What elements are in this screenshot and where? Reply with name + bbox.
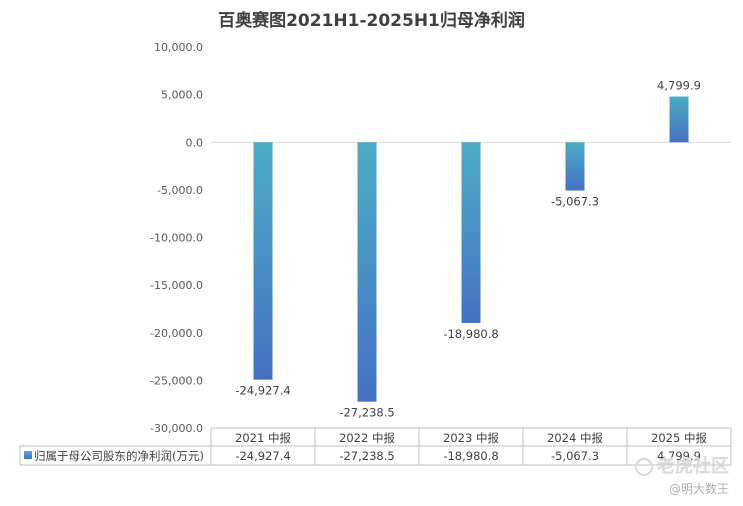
bar — [357, 142, 377, 402]
y-tick-label: -30,000.0 — [150, 422, 203, 435]
x-category-label: 2021 中报 — [235, 431, 291, 445]
data-label: -18,980.8 — [443, 327, 498, 341]
chart-title: 百奥赛图2021H1-2025H1归母净利润 — [218, 11, 525, 31]
data-label: -5,067.3 — [551, 195, 599, 209]
bar — [461, 142, 481, 324]
legend-label: 归属于母公司股东的净利润(万元) — [34, 449, 204, 463]
legend-swatch — [24, 451, 32, 459]
bar — [253, 142, 273, 380]
y-axis: 10,000.0 5,000.0 0.0 -5,000.0 -10,000.0 -15,0… — [150, 41, 731, 435]
tiger-logo-icon — [635, 458, 653, 476]
y-tick-label: 0.0 — [186, 136, 204, 149]
y-tick-label: -5,000.0 — [157, 184, 203, 197]
y-tick-label: 10,000.0 — [154, 41, 203, 54]
watermark-brand-text: 老虎社区 — [657, 456, 729, 477]
y-tick-label: -10,000.0 — [150, 232, 203, 245]
x-category-label: 2025 中报 — [651, 431, 707, 445]
x-category-label: 2023 中报 — [443, 431, 499, 445]
y-tick-label: -15,000.0 — [150, 279, 203, 292]
watermark-brand: 老虎社区 — [635, 452, 729, 478]
data-label: 4,799.9 — [657, 79, 701, 93]
x-category-label: 2022 中报 — [339, 431, 395, 445]
data-table: 2021 中报 -24,927.4 2022 中报 -27,238.5 2023 中报 -… — [19, 427, 732, 466]
table-value: -27,238.5 — [339, 449, 394, 463]
bar — [669, 96, 689, 143]
x-category-label: 2024 中报 — [547, 431, 603, 445]
table-value: 4,799.9 — [657, 449, 701, 463]
y-tick-label: -25,000.0 — [150, 374, 203, 387]
y-tick-label: 5,000.0 — [161, 89, 203, 102]
data-label: -24,927.4 — [235, 384, 290, 398]
table-value: -5,067.3 — [551, 449, 599, 463]
table-value: -18,980.8 — [443, 449, 498, 463]
bars: -24,927.4 -27,238.5 -18,980.8 -5,067.3 4,799… — [235, 79, 701, 420]
y-tick-label: -20,000.0 — [150, 327, 203, 340]
watermark-author: @明大数王 — [668, 482, 729, 496]
bar — [565, 142, 585, 191]
table-value: -24,927.4 — [235, 449, 290, 463]
data-label: -27,238.5 — [339, 406, 394, 420]
